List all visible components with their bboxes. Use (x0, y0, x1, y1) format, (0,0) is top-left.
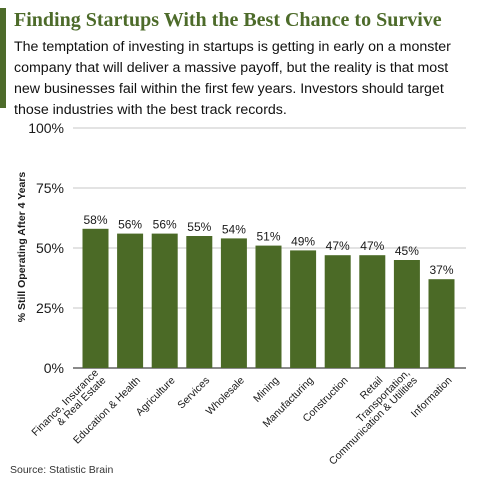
intro-text: The temptation of investing in startups … (14, 39, 451, 118)
bar (117, 233, 144, 368)
data-label: 54% (222, 222, 246, 236)
data-label: 45% (395, 244, 419, 258)
data-label: 47% (326, 239, 350, 253)
data-labels: 58% 56% 56% 55% 54% 51% 49% 47% 47% 45% 37% (83, 213, 453, 277)
y-axis-title: % Still Operating After 4 Years (16, 172, 28, 323)
source-note: Source: Statistic Brain (10, 464, 114, 476)
data-label: 37% (429, 263, 453, 277)
bar (393, 260, 420, 368)
y-tick-label: 0% (44, 360, 64, 376)
data-label: 55% (187, 220, 211, 234)
y-tick-label: 25% (36, 300, 64, 316)
y-tick-label: 100% (28, 120, 64, 136)
page-title: Finding Startups With the Best Chance to… (14, 9, 442, 31)
x-tick-label-line: Wholesale (204, 374, 247, 417)
bar (220, 238, 247, 368)
bar (186, 236, 213, 368)
data-label: 51% (256, 230, 280, 244)
x-axis-labels: Finance, Insurance& Real EstateEducation… (29, 367, 454, 468)
data-label: 49% (291, 234, 315, 248)
bar (324, 255, 351, 368)
bar (428, 279, 455, 368)
data-label: 56% (153, 218, 177, 232)
y-axis-ticks: 0% 25% 50% 75% 100% (28, 120, 64, 376)
y-tick-label: 75% (36, 180, 64, 196)
bar (290, 250, 317, 368)
bar (151, 233, 178, 368)
data-label: 47% (360, 239, 384, 253)
data-label: 56% (118, 218, 142, 232)
bar (359, 255, 386, 368)
x-tick-label: Mining (251, 374, 281, 404)
x-tick-label-line: Mining (251, 374, 281, 404)
y-tick-label: 50% (36, 240, 64, 256)
bars (82, 228, 455, 368)
title-accent-bar (0, 8, 6, 108)
data-label: 58% (83, 213, 107, 227)
bar (82, 228, 109, 368)
x-tick-label: Finance, Insurance& Real Estate (29, 367, 108, 439)
x-tick-label: Wholesale (204, 374, 247, 417)
bar (255, 245, 282, 368)
